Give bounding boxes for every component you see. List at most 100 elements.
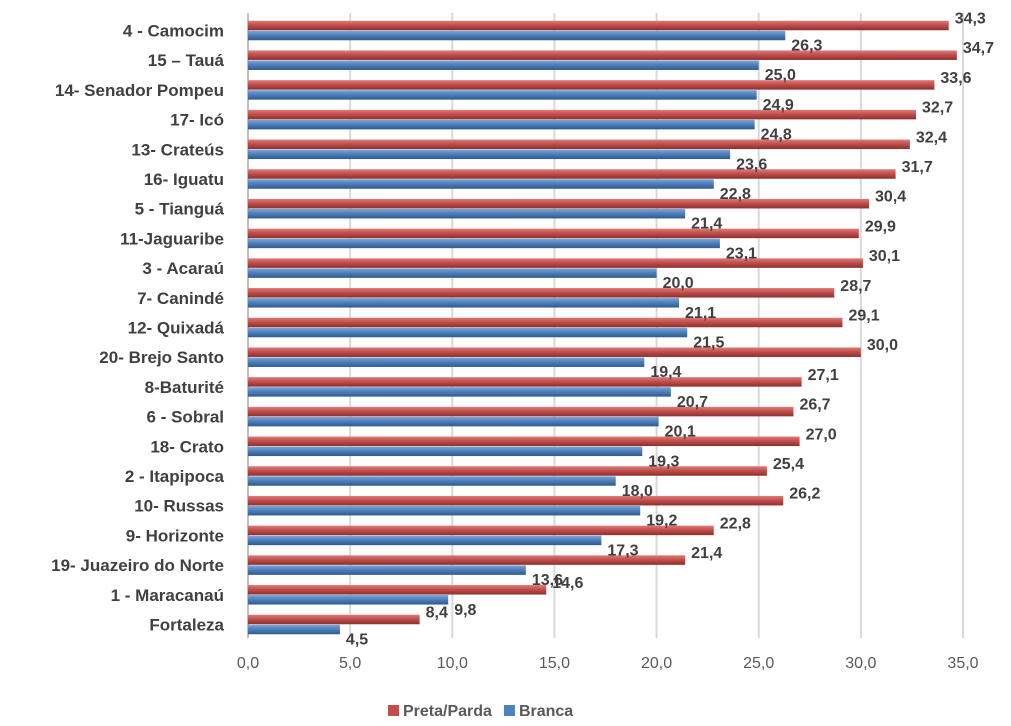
category-label: 19- Juazeiro do Norte	[51, 556, 224, 575]
legend: Preta/Parda Branca	[388, 703, 573, 720]
bar-preta-parda	[248, 406, 794, 417]
category-label: 13- Crateús	[131, 140, 224, 159]
data-label-branca: 20,0	[663, 275, 694, 292]
data-label-preta-parda: 26,7	[799, 397, 830, 414]
bar-branca	[248, 30, 786, 41]
x-tick-label: 35,0	[947, 655, 978, 672]
bar-preta-parda	[248, 139, 910, 150]
data-label-preta-parda: 29,1	[848, 308, 879, 325]
bar-branca	[248, 595, 449, 605]
data-label-branca: 19,3	[648, 453, 679, 470]
bar-preta-parda	[248, 347, 861, 357]
x-tick-label: 5,0	[339, 655, 361, 672]
bar-preta-parda	[248, 614, 420, 625]
data-label-preta-parda: 32,4	[916, 129, 947, 146]
bar-branca	[248, 149, 731, 160]
category-labels: 4 - Camocim 15 – Tauá 14- Senador Pompeu 17…	[51, 22, 224, 635]
bar-preta-parda	[248, 525, 714, 536]
legend-swatch-preta-parda	[388, 705, 399, 716]
bar-preta-parda	[248, 466, 767, 476]
bar-preta-parda	[248, 258, 863, 268]
data-label-branca: 23,6	[736, 156, 767, 173]
bar-preta-parda	[248, 495, 784, 506]
data-label-preta-parda: 8,4	[426, 605, 448, 622]
bar-branca	[248, 387, 671, 397]
x-tick-label: 25,0	[743, 655, 774, 672]
data-label-branca: 21,1	[685, 305, 716, 322]
bar-branca	[248, 416, 659, 427]
data-label-branca: 17,3	[607, 542, 638, 559]
bar-preta-parda	[248, 198, 870, 209]
bar-preta-parda	[248, 436, 800, 447]
legend-swatch-branca	[503, 705, 515, 716]
x-tick-label: 30,0	[845, 655, 876, 672]
data-label-branca: 21,4	[691, 216, 722, 233]
data-label-branca: 21,5	[693, 335, 724, 352]
data-label-branca: 4,5	[346, 632, 368, 649]
category-label: 15 – Tauá	[148, 51, 225, 70]
bar-preta-parda	[248, 20, 949, 31]
bar-preta-parda	[248, 317, 843, 328]
category-label: 17- Icó	[170, 111, 224, 130]
x-tick-label: 0,0	[237, 655, 259, 672]
category-label: 8-Baturité	[145, 378, 224, 397]
data-label-branca: 24,9	[763, 97, 794, 114]
bar-branca	[248, 565, 526, 575]
data-label-branca: 23,1	[726, 245, 757, 262]
bar-branca	[248, 505, 641, 516]
data-label-preta-parda: 26,2	[789, 486, 820, 503]
data-label-preta-parda: 14,6	[552, 575, 583, 592]
category-label: 9- Horizonte	[126, 526, 224, 545]
data-label-branca: 9,8	[454, 602, 476, 619]
data-label-preta-parda: 30,4	[875, 189, 906, 206]
bar-branca	[248, 90, 757, 100]
data-label-branca: 26,3	[791, 38, 822, 55]
bar-preta-parda	[248, 109, 917, 120]
legend-label-branca: Branca	[519, 703, 573, 720]
category-label: 18- Crato	[150, 437, 224, 456]
data-label-preta-parda: 27,1	[808, 367, 839, 384]
data-label-preta-parda: 34,7	[963, 40, 994, 57]
data-label-preta-parda: 33,6	[940, 70, 971, 87]
data-label-branca: 20,7	[677, 394, 708, 411]
category-label: 7- Canindé	[137, 289, 224, 308]
bar-branca	[248, 357, 645, 367]
category-label: 1 - Maracanaú	[111, 586, 224, 605]
data-label-branca: 20,1	[665, 424, 696, 441]
bar-branca	[248, 119, 755, 130]
bar-preta-parda	[248, 169, 896, 179]
bar-preta-parda	[248, 50, 957, 60]
bar-preta-parda	[248, 288, 835, 298]
category-label: 20- Brejo Santo	[99, 348, 224, 367]
bar-branca	[248, 535, 602, 546]
data-label-preta-parda: 22,8	[720, 515, 751, 532]
x-tick-label: 20,0	[641, 655, 672, 672]
legend-label-preta-parda: Preta/Parda	[403, 703, 492, 720]
data-label-preta-parda: 32,7	[922, 100, 953, 117]
data-label-preta-parda: 28,7	[840, 278, 871, 295]
category-label: 6 - Sobral	[147, 408, 224, 427]
x-axis-tick-labels: 0,0 5,0 10,0 15,0 20,0 25,0 30,0 35,0	[237, 655, 979, 672]
data-label-preta-parda: 31,7	[902, 159, 933, 176]
category-label: 16- Iguatu	[144, 170, 224, 189]
bar-preta-parda	[248, 80, 935, 90]
category-label: 5 - Tianguá	[135, 200, 225, 219]
category-label: 2 - Itapipoca	[125, 467, 225, 486]
data-label-branca: 24,8	[761, 127, 792, 144]
bar-branca	[248, 179, 714, 189]
bar-branca	[248, 327, 688, 338]
category-label: 4 - Camocim	[123, 22, 224, 41]
category-label: 10- Russas	[134, 497, 224, 516]
bar-branca	[248, 268, 657, 278]
bar-branca	[248, 238, 720, 249]
bar-preta-parda	[248, 585, 547, 595]
bar-branca	[248, 298, 680, 308]
data-label-preta-parda: 27,0	[806, 426, 837, 443]
data-label-preta-parda: 21,4	[691, 545, 722, 562]
bars	[248, 20, 957, 635]
category-label: Fortaleza	[149, 616, 224, 635]
bar-branca	[248, 60, 759, 70]
data-labels: 34,3 26,3 34,7 25,0 33,6 24,9 32,7 24,8 32,4 23,6…	[346, 11, 994, 649]
data-label-branca: 19,4	[650, 364, 681, 381]
